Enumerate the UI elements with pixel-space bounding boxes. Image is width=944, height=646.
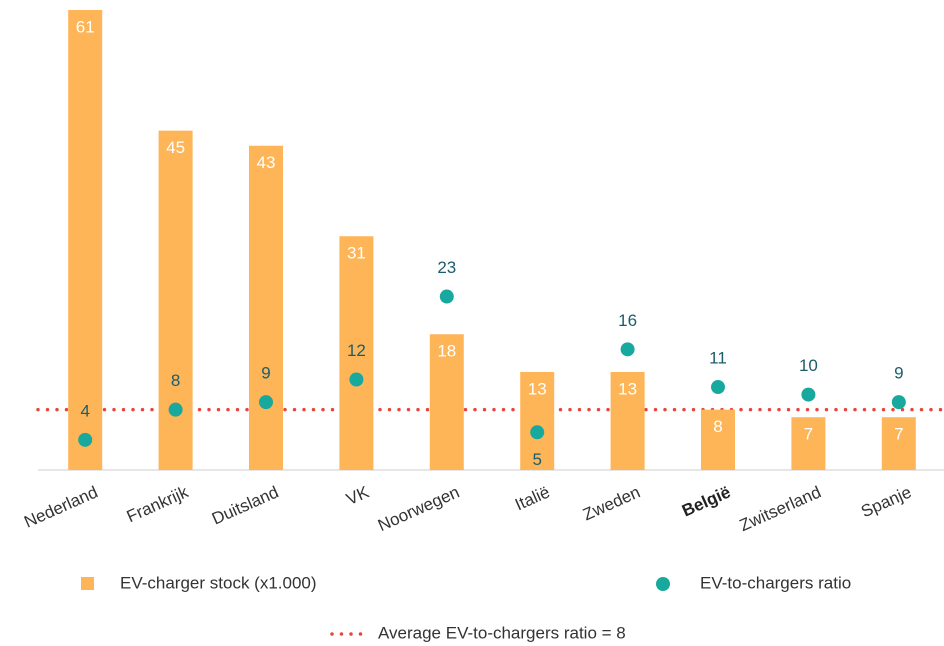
ratio-value-label: 8 <box>171 371 180 390</box>
bar-value-label: 13 <box>618 379 637 398</box>
x-tick-label: VK <box>343 482 372 509</box>
x-tick-label: België <box>679 482 733 520</box>
ratio-value-label: 5 <box>532 450 541 469</box>
bar <box>158 130 193 470</box>
legend-label: EV-to-chargers ratio <box>700 573 851 592</box>
x-tick-label: Noorwegen <box>375 482 462 535</box>
ratio-dot <box>259 395 273 410</box>
ratio-dot <box>711 380 725 395</box>
ratio-value-label: 16 <box>618 311 637 330</box>
bar-value-label: 8 <box>713 417 722 436</box>
bar <box>249 145 283 470</box>
legend-label: Average EV-to-chargers ratio = 8 <box>378 623 626 642</box>
bar-value-label: 13 <box>528 379 547 398</box>
x-tick-label: Nederland <box>21 482 100 531</box>
bar-value-label: 31 <box>347 244 366 263</box>
x-tick-label: Frankrijk <box>124 482 192 526</box>
x-tick-label: Duitsland <box>209 482 281 528</box>
ratio-dot <box>439 289 454 304</box>
x-tick-label: Zweden <box>580 482 643 524</box>
bar-value-label: 45 <box>166 138 185 157</box>
bar <box>520 371 555 470</box>
x-tick-label: Italië <box>512 482 553 514</box>
legend-label: EV-charger stock (x1.000) <box>120 573 317 592</box>
bar-value-label: 61 <box>76 17 95 36</box>
bar <box>881 417 916 470</box>
x-tick-label: Spanje <box>858 482 914 521</box>
ratio-value-label: 23 <box>437 258 456 277</box>
bar-value-label: 18 <box>437 342 456 361</box>
ratio-dot <box>891 395 906 410</box>
ratio-value-label: 9 <box>261 364 270 383</box>
ratio-dot <box>168 402 183 417</box>
ratio-dot <box>620 342 635 357</box>
ratio-dot <box>530 425 545 440</box>
bar <box>701 409 735 470</box>
ratio-value-label: 11 <box>709 349 727 368</box>
ratio-dot <box>349 372 364 387</box>
ratio-value-label: 4 <box>80 401 89 420</box>
legend-swatch <box>81 577 94 590</box>
x-tick-label: Zwitserland <box>737 482 824 535</box>
ratio-value-label: 10 <box>799 356 818 375</box>
ratio-dot <box>78 432 93 447</box>
bar-value-label: 7 <box>804 425 813 444</box>
ratio-value-label: 12 <box>347 341 366 360</box>
legend-swatch <box>656 577 670 591</box>
ratio-value-label: 9 <box>894 364 903 383</box>
bar-value-label: 43 <box>257 153 276 172</box>
ratio-dot <box>801 387 816 402</box>
bar <box>610 371 645 470</box>
bar <box>68 10 103 470</box>
bar-value-label: 7 <box>894 425 903 444</box>
bar <box>429 334 464 470</box>
bar <box>339 236 374 470</box>
bar <box>791 417 826 470</box>
